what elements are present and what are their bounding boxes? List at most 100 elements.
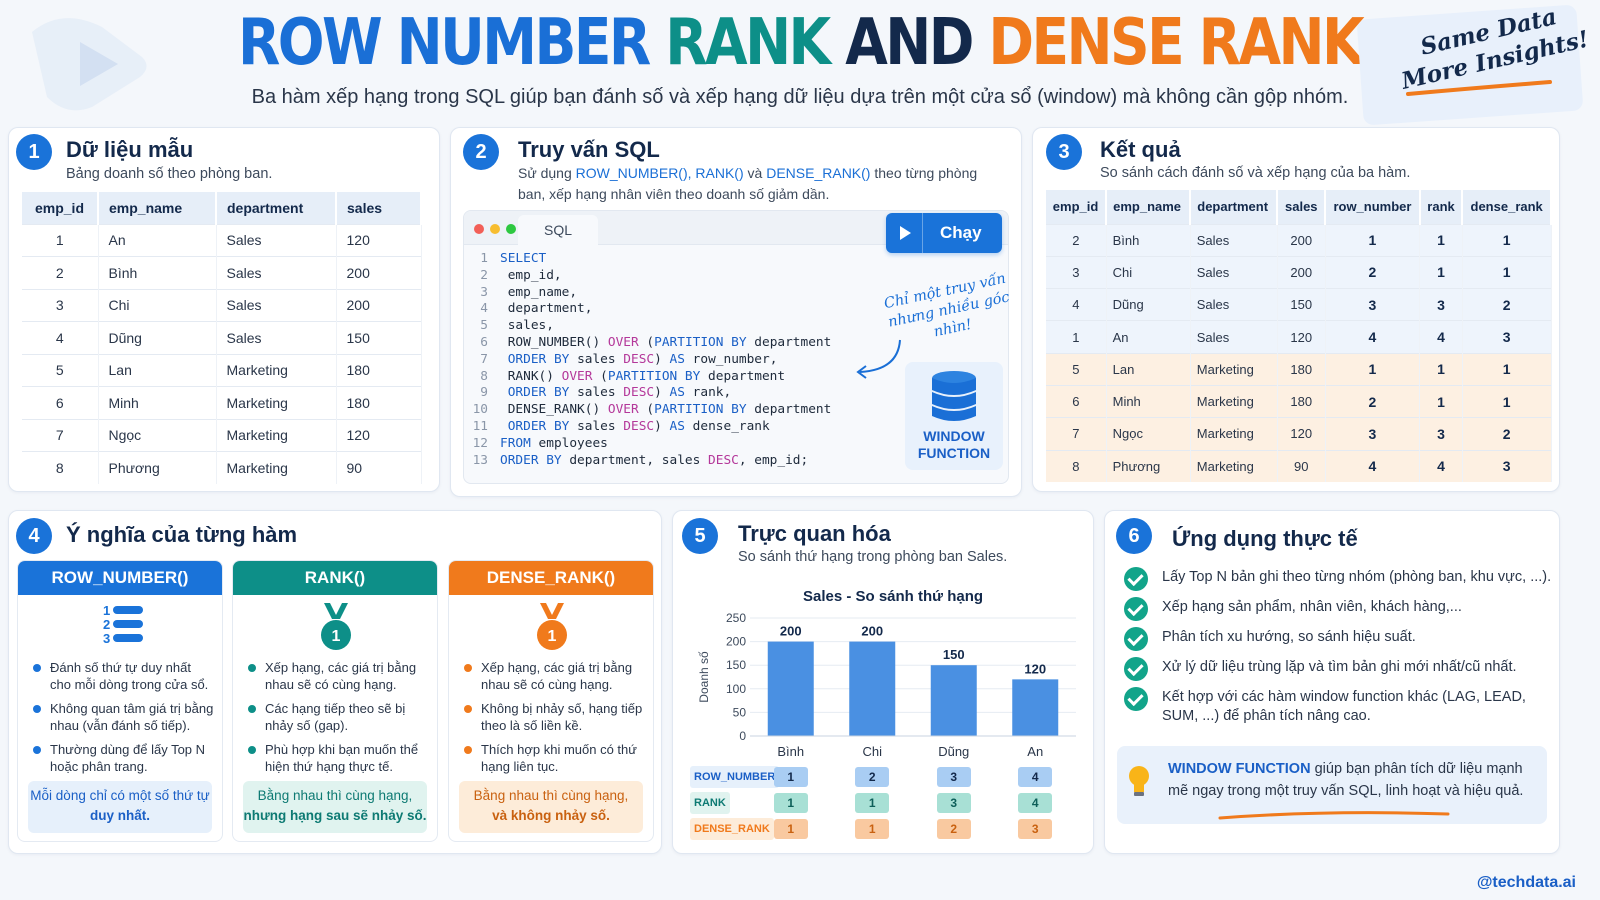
section-title-real-applications: Ứng dụng thực tế: [1172, 526, 1358, 551]
table-cell: 180: [336, 386, 422, 419]
table-cell: Sales: [216, 223, 337, 257]
bullet-item: Xếp hạng, các giá trị bằng nhau sẽ có cù…: [459, 659, 645, 693]
sales-rank-chart: Sales - So sánh thứ hạng Doanh số 0 50 100 15…: [697, 588, 1076, 759]
svg-text:1: 1: [332, 628, 341, 645]
table-cell: 3: [1462, 320, 1552, 354]
table-row: 1 An Sales 120 4 4 3: [1046, 320, 1552, 354]
bullet-item: Phù hợp khi bạn muốn thể hiện thứ hạng t…: [243, 741, 429, 775]
table-cell: 3: [1462, 449, 1552, 483]
x-tick-label: Bình: [777, 744, 804, 759]
table-cell: Bình: [98, 256, 217, 289]
table-cell: 2: [1462, 417, 1552, 451]
use-case-item: Xếp hạng sản phẩm, nhân viên, khách hàng…: [1162, 599, 1462, 615]
table-cell: Sales: [1190, 255, 1278, 289]
table-header-row: emp_id emp_name department sales: [22, 192, 422, 224]
table-cell: 1: [22, 223, 99, 257]
check-icon: [1124, 597, 1148, 621]
table-cell: 200: [336, 288, 422, 322]
table-cell: 4: [1325, 449, 1421, 483]
table-row: 8 Phương Marketing 90 4 4 3: [1046, 449, 1552, 483]
svg-text:1: 1: [103, 603, 110, 618]
col-row-number: row_number: [1325, 190, 1421, 224]
bar: [849, 641, 896, 736]
col-rank: rank: [1419, 190, 1464, 224]
tip-text: WINDOW FUNCTION giúp bạn phân tích dữ li…: [1168, 758, 1538, 802]
table-cell: 3: [1325, 288, 1421, 321]
y-tick-label: 250: [726, 611, 746, 625]
curved-arrow-icon: [856, 339, 901, 379]
card-row-number: ROW_NUMBER() 1 2 3 Đánh số thứ tự duy nhất c…: [17, 560, 223, 842]
table-cell: 2: [1046, 223, 1107, 257]
bar-value-label: 200: [861, 624, 883, 639]
bullet-item: Đánh số thứ tự duy nhất cho mỗi dòng tro…: [28, 659, 214, 693]
card-header: RANK(): [233, 561, 437, 595]
chart-title: Sales - So sánh thứ hạng: [803, 588, 983, 605]
rank-row-label: RANK: [690, 792, 730, 814]
tab-sql[interactable]: SQL: [518, 215, 598, 245]
table-cell: Chi: [98, 288, 217, 322]
run-button-label: Chạy: [940, 223, 982, 242]
table-cell: Chi: [1106, 255, 1191, 289]
table-cell: 4: [1046, 288, 1107, 321]
table-cell: 2: [1325, 384, 1421, 418]
y-tick-label: 100: [726, 682, 746, 696]
card-note-line-2: duy nhất.: [90, 808, 150, 823]
bullet-item: Các hạng tiếp theo sẽ bị nhảy số (gap).: [243, 700, 429, 734]
table-cell: 1: [1419, 223, 1463, 257]
section-subtitle-results: So sánh cách đánh số và xếp hạng của ba …: [1100, 165, 1411, 181]
table-cell: 1: [1462, 223, 1552, 257]
table-cell: 4: [22, 321, 99, 354]
table-cell: Marketing: [216, 451, 337, 484]
table-cell: 180: [1277, 352, 1326, 386]
footer-handle[interactable]: @techdata.ai: [1476, 874, 1576, 891]
table-cell: Marketing: [1190, 384, 1278, 418]
rank-chip: 4: [1018, 767, 1053, 787]
sql-code: 1 SELECT 2 emp_id, 3 emp_name, 4 departme…: [472, 251, 832, 468]
bullet-item: Thường dùng để lấy Top N hoặc phân trang…: [28, 741, 214, 775]
table-cell: 90: [1277, 449, 1326, 483]
table-cell: 3: [22, 288, 99, 322]
table-row: 3 Chi Sales 200 2 1 1: [1046, 255, 1552, 289]
y-axis-label: Doanh số: [697, 651, 711, 703]
table-cell: 3: [1046, 255, 1107, 289]
page-title: ROW NUMBER RANK AND DENSE RANK: [112, 6, 1488, 80]
section-number-5: 5: [682, 518, 718, 554]
table-cell: 180: [1277, 384, 1326, 418]
table-cell: 1: [1419, 384, 1463, 418]
bullet-item: Không bị nhảy số, hạng tiếp theo là số l…: [459, 700, 645, 734]
col-sales: sales: [1277, 190, 1327, 224]
table-cell: Lan: [1106, 352, 1191, 386]
section-number-1: 1: [16, 134, 52, 170]
rank-chip: 2: [936, 819, 971, 839]
table-cell: 1: [1419, 352, 1463, 386]
table-cell: Marketing: [216, 418, 337, 452]
run-button[interactable]: Chạy: [886, 213, 1002, 253]
card-rank: RANK() 1 Xếp hạng, các giá trị bằng nhau s…: [232, 560, 438, 842]
col-emp-id: emp_id: [1046, 190, 1108, 224]
maximize-dot-icon[interactable]: [506, 224, 516, 234]
close-dot-icon[interactable]: [474, 224, 484, 234]
table-cell: 3: [1419, 417, 1463, 451]
table-cell: Sales: [1190, 223, 1278, 257]
table-cell: Minh: [98, 386, 217, 419]
table-row: 5 Lan Marketing 180 1 1 1: [1046, 352, 1552, 386]
section-number-3: 3: [1046, 134, 1082, 170]
subtitle-fn-dense: DENSE_RANK(): [766, 165, 871, 181]
table-cell: An: [98, 223, 217, 257]
table-row: 4 Dũng Sales 150: [22, 321, 422, 354]
table-cell: 120: [1277, 320, 1326, 354]
title-dense-rank: DENSE RANK: [988, 6, 1364, 80]
table-cell: 1: [1462, 352, 1552, 386]
tip-underline: [1218, 811, 1450, 820]
table-row: 5 Lan Marketing 180: [22, 353, 422, 387]
card-note-line-2: và không nhảy số.: [492, 808, 610, 823]
rank-chip: 1: [773, 819, 808, 839]
minimize-dot-icon[interactable]: [490, 224, 500, 234]
svg-text:1: 1: [548, 628, 557, 645]
card-dense-rank: DENSE_RANK() 1 Xếp hạng, các giá trị bằng …: [448, 560, 654, 842]
card-note: Bằng nhau thì cùng hạng, và không nhảy số…: [459, 781, 643, 833]
section-subtitle-sql-query: Sử dụng ROW_NUMBER(), RANK() và DENSE_RA…: [518, 163, 1008, 205]
table-cell: 7: [22, 418, 99, 452]
table-cell: 120: [1277, 417, 1326, 451]
table-cell: Marketing: [216, 386, 337, 419]
